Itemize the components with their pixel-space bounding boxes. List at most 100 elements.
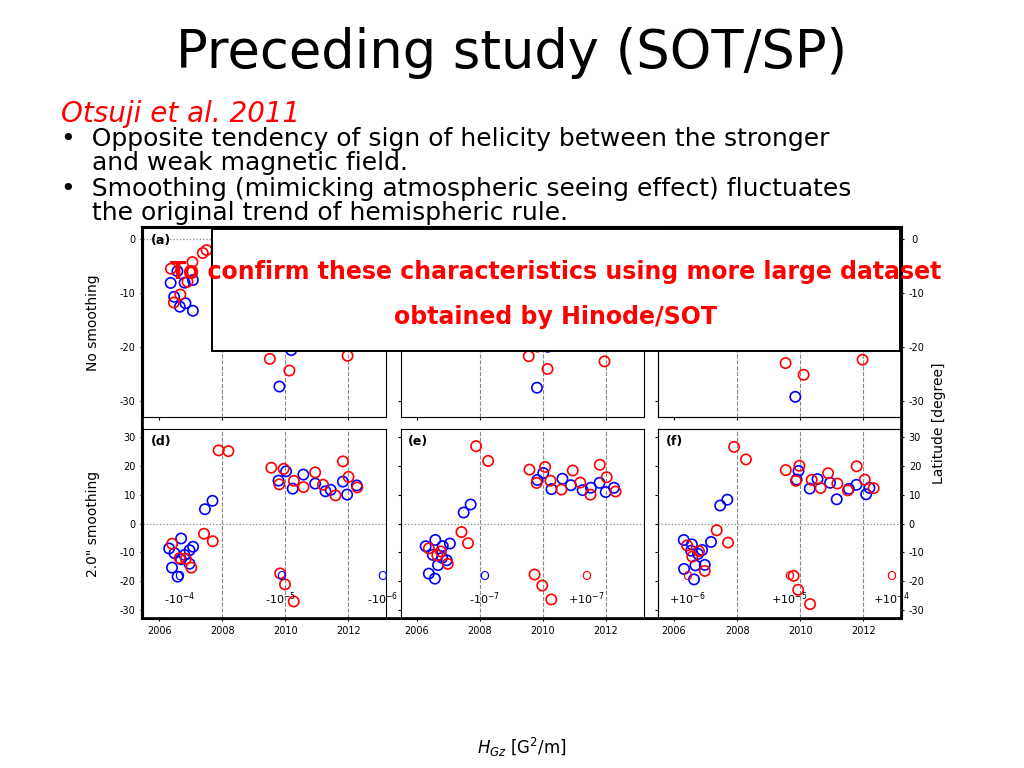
Point — [173, 532, 189, 545]
Point — [339, 488, 355, 501]
Point — [790, 584, 806, 596]
Point — [804, 474, 820, 486]
Point — [177, 553, 194, 565]
Point — [463, 498, 479, 511]
Point — [583, 488, 599, 501]
Point — [528, 382, 545, 394]
Point — [427, 572, 443, 584]
Point — [849, 460, 865, 472]
Point — [480, 455, 497, 467]
Point — [841, 321, 857, 333]
Point — [181, 558, 198, 570]
Point — [679, 539, 695, 551]
Point — [196, 528, 212, 540]
Point — [575, 316, 592, 328]
Text: Otsuji et al. 2011: Otsuji et al. 2011 — [61, 100, 301, 127]
Point — [812, 482, 828, 494]
Point — [179, 276, 196, 288]
Point — [676, 563, 692, 575]
Point — [328, 489, 344, 502]
Point — [861, 482, 878, 494]
Text: •  Opposite tendency of sign of helicity between the stronger: • Opposite tendency of sign of helicity … — [61, 127, 829, 151]
Point — [166, 290, 182, 303]
Point — [592, 304, 608, 316]
Point — [429, 549, 445, 561]
Text: obtained by Hinode/SOT: obtained by Hinode/SOT — [394, 305, 718, 329]
Point — [684, 551, 700, 563]
Point — [695, 268, 712, 280]
Point — [433, 287, 450, 300]
Text: Latitude [degree]: Latitude [degree] — [932, 362, 946, 484]
Point — [322, 329, 338, 341]
Point — [553, 483, 569, 495]
Point — [851, 305, 867, 317]
Point — [714, 240, 730, 252]
Point — [437, 266, 454, 278]
Text: +10$^{-6}$: +10$^{-6}$ — [670, 591, 706, 607]
Point — [566, 339, 583, 352]
Text: -10$^{-7}$: -10$^{-7}$ — [469, 591, 500, 607]
Point — [331, 325, 347, 337]
Text: 2.0" smoothing: 2.0" smoothing — [86, 471, 100, 577]
Point — [340, 471, 356, 483]
Point — [195, 247, 211, 259]
Point — [425, 548, 441, 561]
Point — [814, 331, 830, 343]
Point — [607, 485, 624, 498]
Point — [272, 568, 289, 580]
Point — [307, 337, 324, 349]
Point — [596, 356, 612, 368]
Point — [809, 473, 825, 485]
Point — [857, 295, 873, 307]
Point — [421, 542, 437, 554]
Point — [270, 475, 287, 487]
Point — [700, 252, 717, 264]
Point — [197, 503, 213, 515]
Point — [295, 468, 311, 481]
Point — [436, 283, 453, 295]
Point — [615, 294, 632, 306]
Point — [702, 536, 719, 548]
Point — [418, 540, 434, 552]
Point — [184, 305, 201, 317]
Text: -10$^{-6}$: -10$^{-6}$ — [367, 591, 398, 607]
Point — [857, 473, 873, 485]
Point — [211, 444, 227, 456]
Point — [335, 475, 351, 488]
Text: the original trend of hemispheric rule.: the original trend of hemispheric rule. — [92, 201, 568, 225]
Point — [700, 285, 717, 297]
Point — [434, 540, 451, 552]
Point — [726, 441, 742, 453]
Text: O: O — [683, 570, 692, 582]
Point — [686, 303, 702, 315]
Text: O: O — [581, 570, 591, 582]
Point — [460, 537, 476, 549]
Point — [456, 506, 472, 518]
Text: O: O — [784, 570, 795, 582]
Point — [694, 544, 711, 556]
Point — [427, 534, 443, 546]
Point — [777, 357, 794, 369]
Point — [430, 284, 446, 296]
Point — [434, 551, 451, 564]
Point — [520, 350, 537, 362]
Point — [608, 288, 625, 300]
Point — [692, 286, 709, 298]
Point — [720, 536, 736, 548]
Point — [310, 314, 327, 326]
Point — [543, 594, 559, 606]
Point — [172, 300, 188, 313]
Text: O: O — [275, 570, 286, 582]
Point — [529, 340, 546, 353]
Point — [176, 276, 193, 289]
Point — [683, 545, 699, 557]
Point — [276, 578, 293, 591]
Point — [864, 326, 881, 339]
Point — [598, 471, 614, 483]
Point — [590, 325, 606, 337]
Text: +10$^{-5}$: +10$^{-5}$ — [771, 591, 807, 607]
Text: (f): (f) — [666, 435, 683, 448]
Point — [712, 499, 728, 511]
Point — [427, 266, 443, 278]
Point — [176, 549, 193, 561]
